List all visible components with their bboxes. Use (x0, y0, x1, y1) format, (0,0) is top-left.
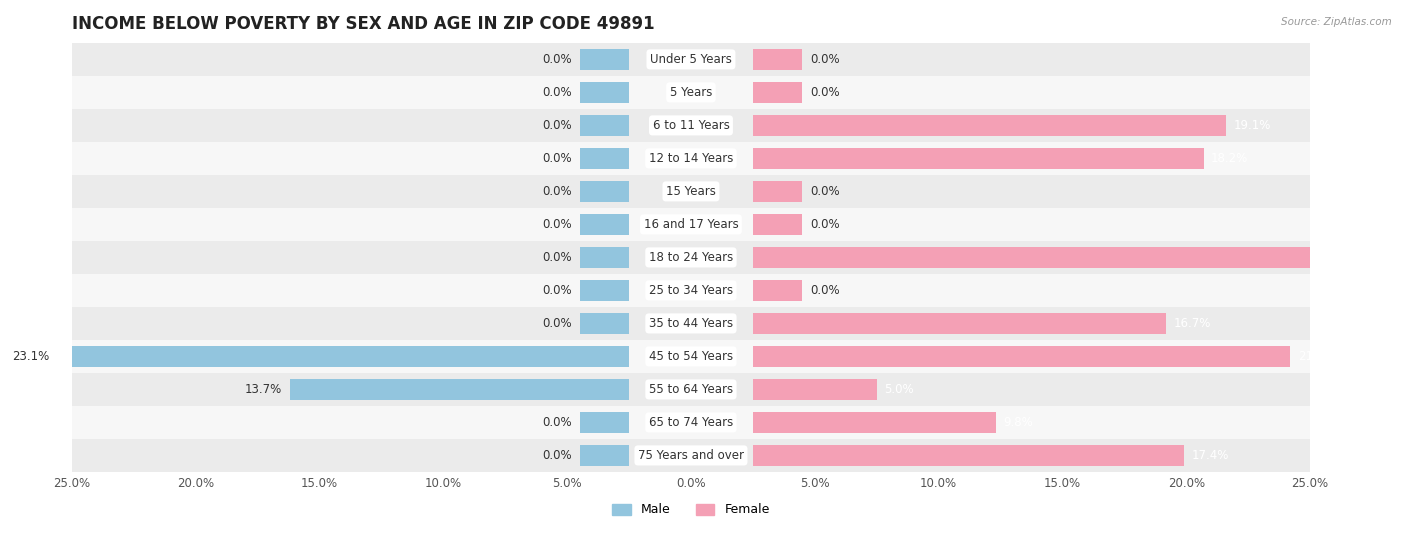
Bar (752, 280, 803, 301)
Text: INCOME BELOW POVERTY BY SEX AND AGE IN ZIP CODE 49891: INCOME BELOW POVERTY BY SEX AND AGE IN Z… (72, 15, 654, 33)
Bar (579, 445, 628, 466)
Bar (752, 346, 1291, 367)
Bar (752, 82, 803, 103)
Bar (72, 373, 1310, 406)
Text: 0.0%: 0.0% (543, 119, 572, 132)
Bar (58, 346, 628, 367)
Bar (72, 175, 1310, 208)
Bar (72, 307, 1310, 340)
Text: 0.0%: 0.0% (543, 284, 572, 297)
Text: 9.8%: 9.8% (1002, 416, 1033, 429)
Bar (752, 49, 803, 70)
Bar (72, 340, 1310, 373)
Bar (752, 115, 1226, 136)
Bar (579, 214, 628, 235)
Text: 45 to 54 Years: 45 to 54 Years (650, 350, 733, 363)
Bar (579, 247, 628, 268)
Bar (579, 313, 628, 334)
Text: 75 Years and over: 75 Years and over (638, 449, 744, 462)
Text: 0.0%: 0.0% (543, 251, 572, 264)
Text: 16.7%: 16.7% (1174, 317, 1211, 330)
Text: 0.0%: 0.0% (810, 185, 839, 198)
Bar (752, 412, 995, 433)
Text: 0.0%: 0.0% (543, 317, 572, 330)
Text: 23.1%: 23.1% (13, 350, 49, 363)
Bar (579, 148, 628, 169)
Bar (72, 274, 1310, 307)
Text: 5 Years: 5 Years (669, 86, 711, 99)
Text: 0.0%: 0.0% (543, 152, 572, 165)
Text: Under 5 Years: Under 5 Years (650, 53, 733, 66)
Text: 35 to 44 Years: 35 to 44 Years (650, 317, 733, 330)
Text: 19.1%: 19.1% (1233, 119, 1271, 132)
Bar (72, 439, 1310, 472)
Bar (752, 214, 803, 235)
Bar (579, 115, 628, 136)
Bar (752, 313, 1167, 334)
Bar (752, 247, 1353, 268)
Bar (579, 181, 628, 202)
Bar (579, 82, 628, 103)
Bar (579, 280, 628, 301)
Text: 55 to 64 Years: 55 to 64 Years (650, 383, 733, 396)
Bar (752, 445, 1184, 466)
Legend: Male, Female: Male, Female (607, 499, 775, 522)
Bar (752, 148, 1204, 169)
Text: 21.7%: 21.7% (1298, 350, 1336, 363)
Bar (72, 142, 1310, 175)
Text: 0.0%: 0.0% (543, 218, 572, 231)
Text: 18 to 24 Years: 18 to 24 Years (648, 251, 733, 264)
Text: 24.2%: 24.2% (1360, 251, 1398, 264)
Text: 13.7%: 13.7% (245, 383, 283, 396)
Text: 0.0%: 0.0% (810, 284, 839, 297)
Text: 0.0%: 0.0% (810, 218, 839, 231)
Bar (72, 43, 1310, 76)
Text: 25 to 34 Years: 25 to 34 Years (650, 284, 733, 297)
Text: 16 and 17 Years: 16 and 17 Years (644, 218, 738, 231)
Text: 17.4%: 17.4% (1191, 449, 1229, 462)
Bar (72, 406, 1310, 439)
Text: 18.2%: 18.2% (1211, 152, 1249, 165)
Text: 0.0%: 0.0% (810, 53, 839, 66)
Text: Source: ZipAtlas.com: Source: ZipAtlas.com (1281, 17, 1392, 27)
Text: 0.0%: 0.0% (543, 185, 572, 198)
Text: 0.0%: 0.0% (543, 86, 572, 99)
Bar (72, 241, 1310, 274)
Bar (72, 208, 1310, 241)
Bar (579, 49, 628, 70)
Text: 12 to 14 Years: 12 to 14 Years (648, 152, 733, 165)
Bar (752, 181, 803, 202)
Text: 6 to 11 Years: 6 to 11 Years (652, 119, 730, 132)
Text: 0.0%: 0.0% (543, 53, 572, 66)
Bar (72, 76, 1310, 109)
Text: 0.0%: 0.0% (810, 86, 839, 99)
Text: 0.0%: 0.0% (543, 449, 572, 462)
Text: 65 to 74 Years: 65 to 74 Years (648, 416, 733, 429)
Bar (290, 379, 628, 400)
Text: 5.0%: 5.0% (884, 383, 914, 396)
Bar (72, 109, 1310, 142)
Bar (752, 379, 877, 400)
Bar (579, 412, 628, 433)
Text: 15 Years: 15 Years (666, 185, 716, 198)
Text: 0.0%: 0.0% (543, 416, 572, 429)
